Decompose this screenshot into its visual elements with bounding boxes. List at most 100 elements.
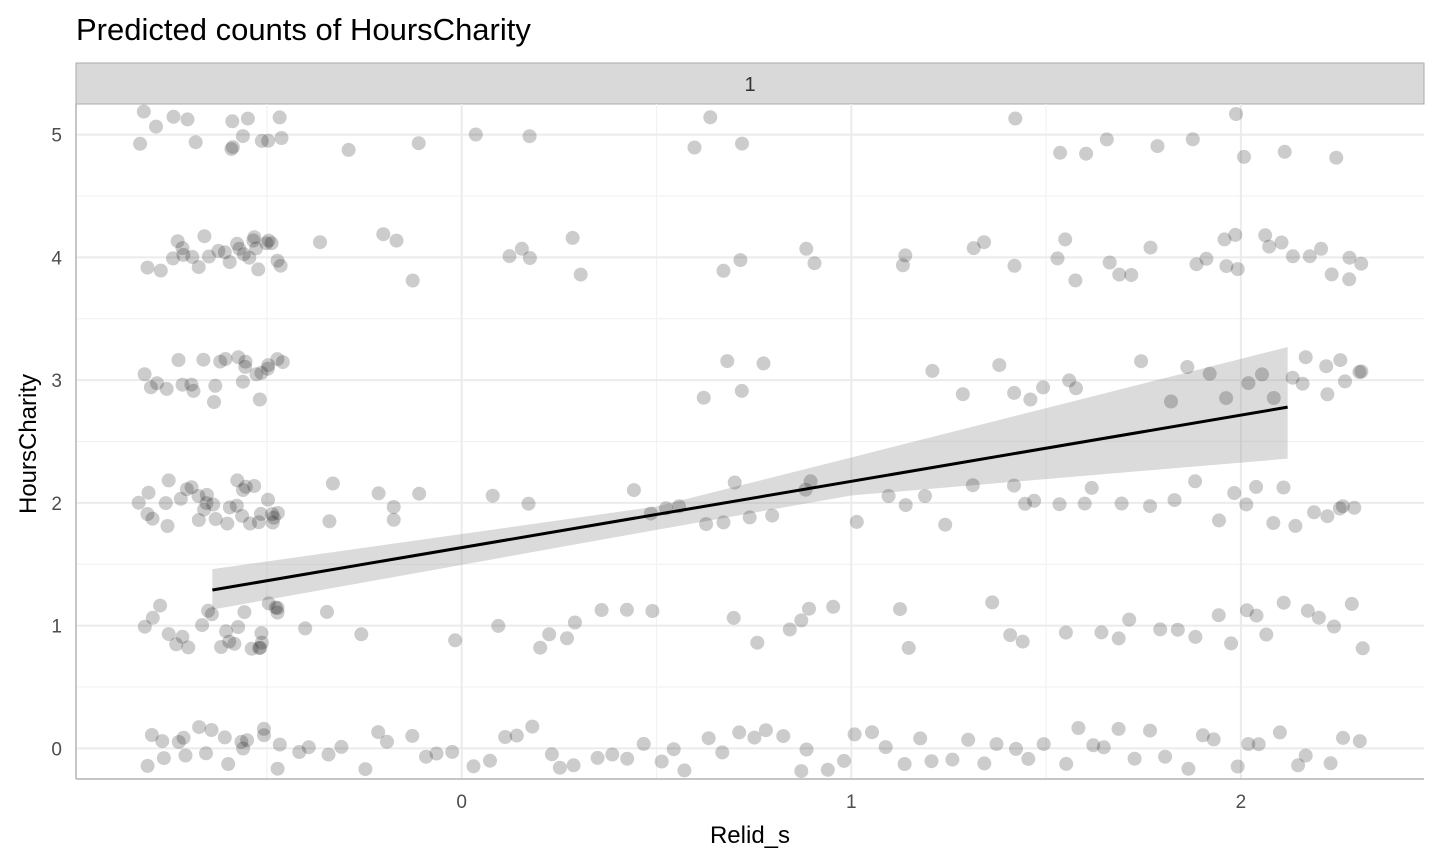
data-point: [133, 136, 148, 151]
data-point: [1227, 486, 1242, 500]
data-point: [1170, 622, 1185, 637]
data-point: [222, 255, 237, 270]
data-point: [254, 635, 269, 650]
data-point: [1324, 267, 1339, 282]
data-point: [566, 758, 581, 773]
data-point: [171, 353, 186, 367]
data-point: [1327, 619, 1341, 634]
data-point: [224, 142, 239, 156]
y-tick-label: 5: [51, 126, 62, 147]
data-point: [1274, 235, 1289, 250]
data-point: [1086, 738, 1101, 753]
data-point: [799, 241, 814, 256]
data-point: [1071, 721, 1086, 735]
data-point: [252, 392, 267, 407]
data-point: [1027, 493, 1042, 508]
data-point: [225, 140, 240, 155]
data-point: [1069, 381, 1083, 396]
data-point: [1007, 478, 1021, 493]
grid-major: [76, 104, 1424, 779]
data-point: [274, 131, 289, 145]
data-point: [734, 383, 749, 398]
data-point: [144, 728, 159, 742]
data-point: [1112, 267, 1127, 282]
data-point: [1336, 730, 1350, 745]
data-point: [1003, 628, 1018, 643]
data-point: [1217, 232, 1232, 247]
data-point: [238, 359, 253, 374]
data-point: [715, 745, 730, 760]
data-point: [1143, 723, 1157, 738]
data-point: [1311, 610, 1326, 625]
data-point: [1298, 350, 1313, 365]
data-point: [992, 358, 1007, 373]
data-point: [799, 742, 814, 757]
data-point: [246, 233, 261, 248]
data-point: [1143, 240, 1158, 255]
data-point: [1347, 500, 1362, 515]
data-point: [594, 603, 609, 617]
data-point: [1276, 480, 1291, 495]
data-point: [726, 610, 741, 625]
data-point: [358, 762, 373, 777]
data-point: [1052, 497, 1067, 512]
data-point: [195, 618, 210, 633]
data-point: [703, 110, 718, 125]
data-point: [687, 140, 702, 155]
data-point: [794, 613, 809, 628]
data-point: [140, 260, 155, 275]
data-point: [897, 757, 912, 771]
data-point: [204, 607, 219, 622]
data-point: [918, 489, 932, 503]
facet-strip-label: 1: [744, 74, 755, 96]
data-point: [176, 247, 191, 262]
data-point: [191, 260, 206, 275]
data-point: [264, 236, 279, 251]
data-point: [747, 730, 762, 745]
y-tick-label: 2: [51, 494, 62, 515]
data-point: [175, 629, 190, 644]
y-tick-label: 3: [51, 371, 62, 392]
x-tick-label: 2: [1236, 792, 1247, 813]
data-point: [1015, 634, 1030, 649]
data-point: [498, 730, 513, 744]
data-point: [509, 728, 524, 743]
data-point: [1023, 392, 1038, 407]
data-point: [217, 730, 232, 745]
data-point: [1338, 374, 1352, 389]
data-point: [1241, 737, 1256, 751]
data-point: [1181, 761, 1196, 776]
data-point: [225, 114, 240, 129]
data-point: [1277, 144, 1292, 159]
data-point: [191, 513, 206, 527]
data-point: [161, 627, 176, 642]
data-point: [1211, 608, 1226, 623]
fit-line-layer: [212, 405, 1288, 592]
data-point: [251, 515, 266, 530]
data-point: [1059, 756, 1074, 771]
data-point: [235, 129, 250, 144]
data-point: [1219, 259, 1234, 274]
data-point: [272, 110, 287, 125]
data-point: [1195, 728, 1210, 743]
data-point: [893, 602, 907, 617]
data-point: [159, 381, 174, 396]
data-point: [254, 626, 269, 641]
data-point: [169, 637, 184, 652]
data-point: [240, 733, 255, 748]
data-point: [567, 615, 582, 630]
data-point: [1272, 725, 1287, 740]
data-point: [1164, 394, 1178, 409]
data-point: [325, 476, 340, 491]
data-point: [206, 497, 221, 512]
data-point: [180, 112, 195, 127]
data-point: [234, 734, 249, 749]
data-point: [1062, 373, 1077, 388]
data-point: [1158, 749, 1173, 764]
y-tick-label: 4: [51, 248, 62, 269]
data-point: [247, 479, 262, 493]
data-point: [1230, 262, 1245, 277]
data-point: [1266, 391, 1281, 405]
data-point: [213, 354, 228, 369]
